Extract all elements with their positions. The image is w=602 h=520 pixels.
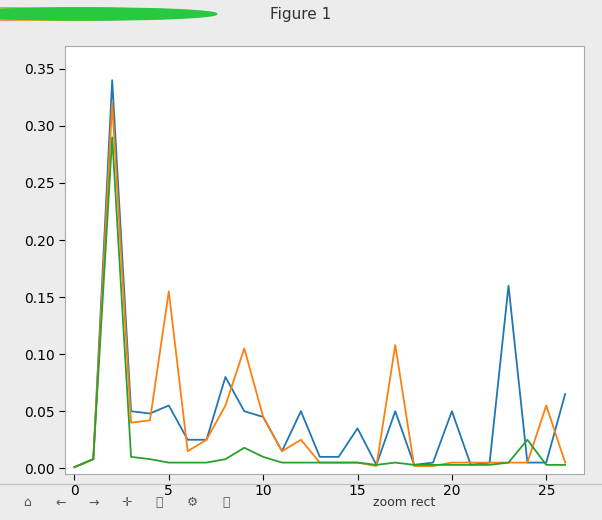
Circle shape [0, 8, 163, 20]
Text: 💾: 💾 [222, 497, 229, 510]
Text: ⚙: ⚙ [187, 497, 198, 510]
Text: 🔍: 🔍 [156, 497, 163, 510]
Text: zoom rect: zoom rect [373, 497, 436, 510]
Text: ⌂: ⌂ [23, 497, 31, 510]
Text: ✛: ✛ [121, 497, 132, 510]
Circle shape [0, 8, 190, 20]
Text: →: → [88, 497, 99, 510]
Circle shape [0, 8, 217, 20]
Text: ←: ← [55, 497, 66, 510]
Text: Figure 1: Figure 1 [270, 6, 332, 21]
